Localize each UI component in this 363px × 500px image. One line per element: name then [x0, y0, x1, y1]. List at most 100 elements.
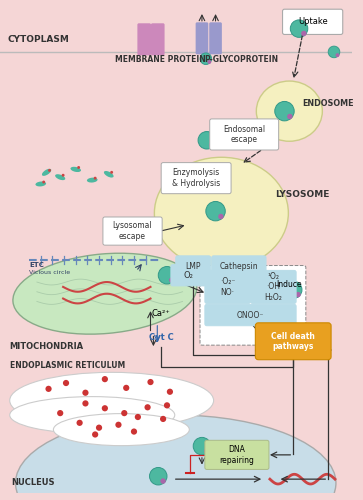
Ellipse shape	[154, 158, 288, 269]
Text: Ca²⁺: Ca²⁺	[152, 309, 171, 318]
Text: Enzymolysis
& Hydrolysis: Enzymolysis & Hydrolysis	[172, 168, 220, 188]
FancyBboxPatch shape	[282, 9, 343, 34]
Text: MEMBRANE PROTEIN: MEMBRANE PROTEIN	[115, 54, 205, 64]
Text: Uptake: Uptake	[298, 18, 327, 26]
Text: MITOCHONDRIA: MITOCHONDRIA	[10, 342, 84, 351]
Text: O₂: O₂	[183, 270, 193, 280]
Circle shape	[160, 478, 166, 484]
FancyBboxPatch shape	[103, 217, 162, 245]
FancyBboxPatch shape	[205, 304, 296, 326]
Text: CYTOPLASM: CYTOPLASM	[8, 35, 70, 44]
Circle shape	[106, 225, 123, 242]
Circle shape	[164, 402, 170, 408]
Circle shape	[150, 468, 167, 485]
Circle shape	[135, 414, 141, 420]
Circle shape	[102, 405, 108, 411]
FancyBboxPatch shape	[176, 256, 211, 277]
Text: Lysosomal
escape: Lysosomal escape	[113, 222, 152, 241]
Circle shape	[96, 424, 102, 431]
Text: P-GLYCOPROTEIN: P-GLYCOPROTEIN	[204, 54, 278, 64]
Text: ONOO⁻: ONOO⁻	[237, 310, 264, 320]
FancyBboxPatch shape	[205, 270, 250, 304]
Circle shape	[158, 266, 176, 284]
Circle shape	[92, 432, 98, 438]
Circle shape	[110, 171, 113, 174]
Circle shape	[204, 448, 209, 454]
Circle shape	[328, 46, 340, 58]
Text: Cyt C: Cyt C	[149, 334, 174, 342]
Ellipse shape	[13, 253, 197, 334]
Text: Vicious circle: Vicious circle	[29, 270, 70, 276]
Circle shape	[77, 166, 80, 169]
FancyBboxPatch shape	[196, 22, 208, 54]
Text: ·O₂⁻
NO·: ·O₂⁻ NO·	[220, 277, 235, 296]
Ellipse shape	[87, 178, 98, 182]
Text: LYSOSOME: LYSOSOME	[275, 190, 329, 198]
Circle shape	[63, 380, 69, 386]
Circle shape	[131, 428, 137, 434]
Ellipse shape	[53, 414, 189, 446]
Text: ¹O₂
·OH
H₂O₂: ¹O₂ ·OH H₂O₂	[264, 272, 282, 302]
Ellipse shape	[70, 167, 81, 172]
FancyBboxPatch shape	[151, 24, 164, 56]
Circle shape	[62, 174, 65, 176]
FancyBboxPatch shape	[209, 22, 222, 54]
Circle shape	[301, 30, 307, 36]
Circle shape	[102, 376, 108, 382]
Circle shape	[48, 169, 51, 172]
Circle shape	[218, 214, 224, 219]
Text: ETC: ETC	[29, 262, 44, 268]
Circle shape	[117, 236, 122, 241]
FancyBboxPatch shape	[255, 323, 331, 360]
Circle shape	[42, 180, 45, 184]
FancyBboxPatch shape	[161, 162, 231, 194]
Circle shape	[123, 385, 129, 391]
Ellipse shape	[256, 81, 322, 142]
Circle shape	[57, 410, 63, 416]
Circle shape	[198, 132, 216, 149]
Circle shape	[295, 292, 301, 298]
Circle shape	[94, 176, 97, 180]
Circle shape	[287, 114, 293, 119]
Circle shape	[275, 102, 294, 121]
FancyBboxPatch shape	[210, 119, 279, 150]
Ellipse shape	[36, 182, 46, 186]
Text: LMP: LMP	[185, 262, 201, 271]
Text: DNA
repairing: DNA repairing	[220, 445, 254, 464]
Circle shape	[45, 386, 52, 392]
Circle shape	[82, 400, 89, 406]
Text: Induce: Induce	[277, 280, 302, 289]
Circle shape	[209, 142, 214, 148]
Text: NUCLEUS: NUCLEUS	[12, 478, 55, 487]
FancyBboxPatch shape	[250, 270, 296, 304]
FancyBboxPatch shape	[212, 256, 266, 277]
Circle shape	[206, 202, 225, 221]
Text: Cathepsin: Cathepsin	[220, 262, 258, 271]
Circle shape	[285, 281, 302, 298]
Circle shape	[167, 388, 173, 395]
Ellipse shape	[10, 396, 175, 434]
Circle shape	[290, 20, 308, 38]
Ellipse shape	[42, 169, 51, 176]
Circle shape	[82, 390, 89, 396]
Circle shape	[147, 379, 154, 385]
Text: Endosomal
escape: Endosomal escape	[223, 125, 265, 144]
Text: ENDOPLASMIC RETICULUM: ENDOPLASMIC RETICULUM	[10, 362, 125, 370]
Circle shape	[335, 53, 339, 57]
Circle shape	[200, 53, 212, 64]
Ellipse shape	[104, 171, 114, 177]
FancyBboxPatch shape	[205, 440, 269, 470]
Circle shape	[144, 404, 151, 410]
FancyBboxPatch shape	[171, 264, 206, 286]
Circle shape	[77, 420, 83, 426]
Circle shape	[207, 60, 211, 64]
Circle shape	[193, 438, 211, 455]
Text: ENDOSOME: ENDOSOME	[302, 100, 354, 108]
Circle shape	[160, 416, 166, 422]
FancyBboxPatch shape	[137, 24, 151, 56]
Ellipse shape	[16, 415, 336, 500]
Circle shape	[115, 422, 122, 428]
Ellipse shape	[55, 174, 65, 180]
Circle shape	[121, 410, 127, 416]
Circle shape	[169, 278, 175, 283]
